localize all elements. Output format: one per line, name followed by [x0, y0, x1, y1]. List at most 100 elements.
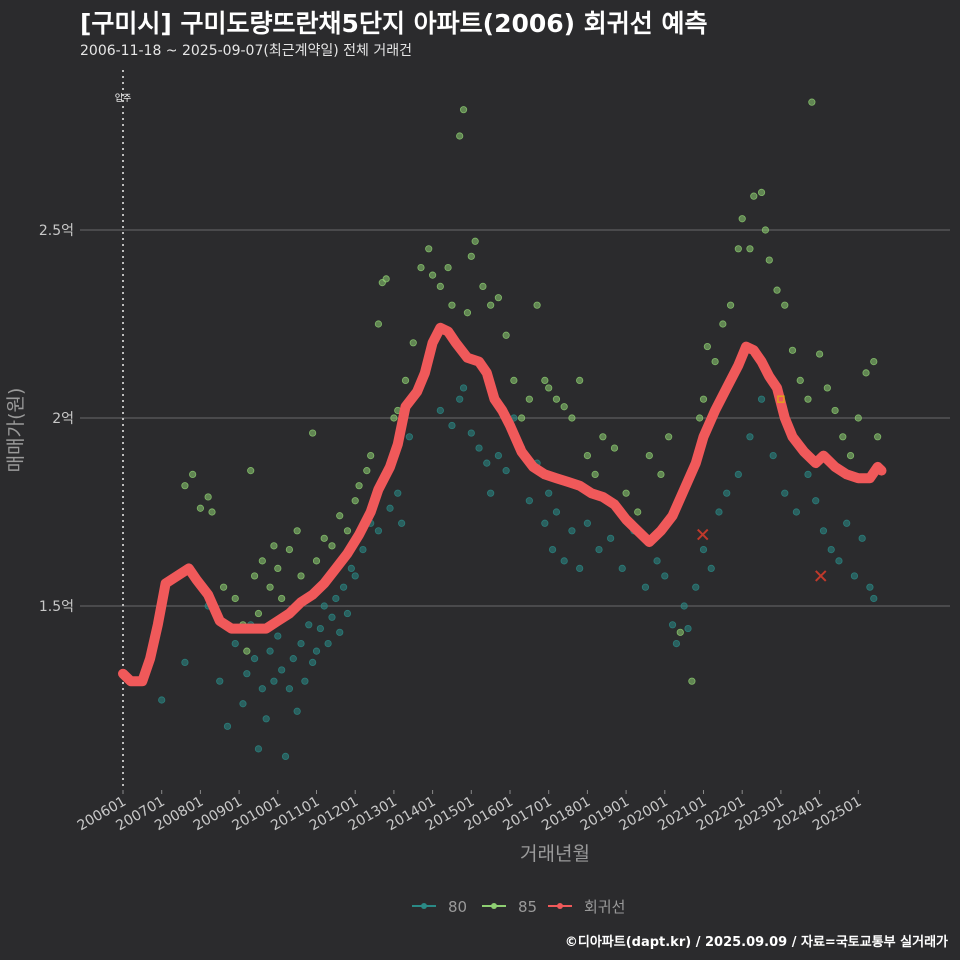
data-point-85: [746, 245, 754, 253]
data-point-85: [343, 527, 352, 535]
chart-title: [구미시] 구미도량뜨란채5단지 아파트(2006) 회귀선 예측: [80, 9, 708, 38]
data-point-85: [258, 557, 266, 565]
data-point-80: [216, 677, 224, 685]
legend-label: 80: [448, 898, 467, 916]
data-point-80: [254, 745, 263, 753]
data-point-85: [703, 342, 711, 351]
data-point-80: [583, 519, 592, 527]
data-point-85: [808, 98, 816, 106]
x-axis-title: 거래년월: [520, 843, 590, 865]
data-point-85: [734, 245, 742, 253]
data-point-80: [494, 451, 502, 460]
data-point-85: [204, 493, 212, 501]
data-point-85: [254, 609, 263, 618]
y-tick-label: 2억: [52, 411, 74, 427]
data-point-80: [475, 444, 483, 452]
data-point-85: [293, 527, 301, 535]
data-point-80: [289, 655, 297, 663]
data-point-85: [285, 545, 294, 554]
data-point-80: [301, 677, 309, 685]
data-point-85: [726, 301, 735, 309]
data-point-85: [328, 542, 336, 550]
data-point-85: [645, 451, 653, 460]
data-point-85: [815, 350, 824, 358]
data-point-80: [309, 658, 317, 667]
data-point-80: [483, 459, 491, 467]
data-point-80: [305, 621, 313, 629]
data-point-80: [595, 545, 603, 554]
data-point-85: [417, 263, 425, 272]
data-point-85: [711, 357, 719, 366]
data-point-85: [518, 414, 526, 422]
data-point-80: [792, 508, 800, 516]
data-point-85: [401, 376, 410, 384]
data-point-85: [250, 572, 259, 580]
data-point-85: [699, 395, 708, 403]
data-point-85: [525, 395, 533, 403]
data-point-85: [874, 433, 882, 441]
data-point-80: [347, 564, 355, 573]
data-point-80: [297, 639, 305, 648]
data-point-80: [394, 489, 402, 497]
data-point-80: [332, 594, 340, 603]
data-point-80: [374, 527, 383, 535]
data-point-85: [839, 433, 847, 441]
data-point-80: [436, 406, 444, 415]
data-point-80: [231, 639, 239, 648]
data-point-80: [715, 508, 723, 516]
x-marker: [815, 570, 827, 582]
data-point-80: [757, 395, 766, 403]
square-marker: [777, 395, 785, 403]
data-point-80: [293, 707, 301, 715]
data-point-80: [239, 700, 247, 708]
data-point-85: [363, 467, 371, 475]
move-in-label: 입주: [115, 92, 132, 104]
data-point-80: [819, 527, 828, 535]
data-point-85: [428, 271, 437, 279]
data-point-85: [576, 376, 584, 384]
data-point-80: [850, 572, 859, 580]
y-tick-label: 2.5억: [39, 223, 74, 239]
legend: 80 85 회귀선: [412, 898, 625, 916]
data-point-80: [258, 685, 266, 693]
data-point-85: [831, 406, 839, 415]
data-point-85: [738, 215, 746, 223]
regression-line: [118, 322, 887, 687]
data-point-80: [262, 715, 270, 723]
data-point-80: [487, 489, 495, 497]
data-point-85: [355, 482, 363, 490]
data-point-80: [459, 384, 468, 392]
data-point-80: [312, 647, 321, 655]
data-point-85: [444, 263, 452, 272]
data-point-85: [448, 301, 456, 309]
data-point-80: [278, 666, 286, 674]
data-point-80: [680, 602, 688, 610]
data-point-85: [773, 286, 781, 294]
data-point-80: [285, 685, 294, 693]
y-axis-title: 매매가(원): [5, 388, 27, 473]
data-point-80: [281, 752, 290, 761]
x-marker: [697, 528, 709, 541]
data-point-80: [552, 508, 561, 516]
data-point-80: [804, 470, 812, 478]
y-tick-label: 1.5억: [39, 599, 74, 615]
data-point-85: [390, 414, 398, 422]
data-point-85: [622, 489, 630, 497]
data-point-85: [436, 282, 444, 290]
data-point-85: [591, 470, 599, 478]
data-point-85: [634, 508, 642, 516]
data-point-85: [459, 106, 468, 114]
data-point-80: [266, 647, 274, 655]
data-point-85: [374, 320, 383, 328]
data-point-80: [668, 621, 677, 629]
data-point-80: [359, 545, 367, 554]
data-point-85: [761, 226, 770, 234]
data-point-80: [339, 583, 348, 591]
data-point-80: [843, 519, 851, 527]
data-point-80: [398, 519, 406, 527]
data-point-85: [665, 433, 673, 441]
data-point-80: [672, 639, 681, 648]
scatter-points: [158, 98, 882, 761]
data-point-85: [552, 395, 561, 403]
data-point-80: [734, 470, 742, 478]
